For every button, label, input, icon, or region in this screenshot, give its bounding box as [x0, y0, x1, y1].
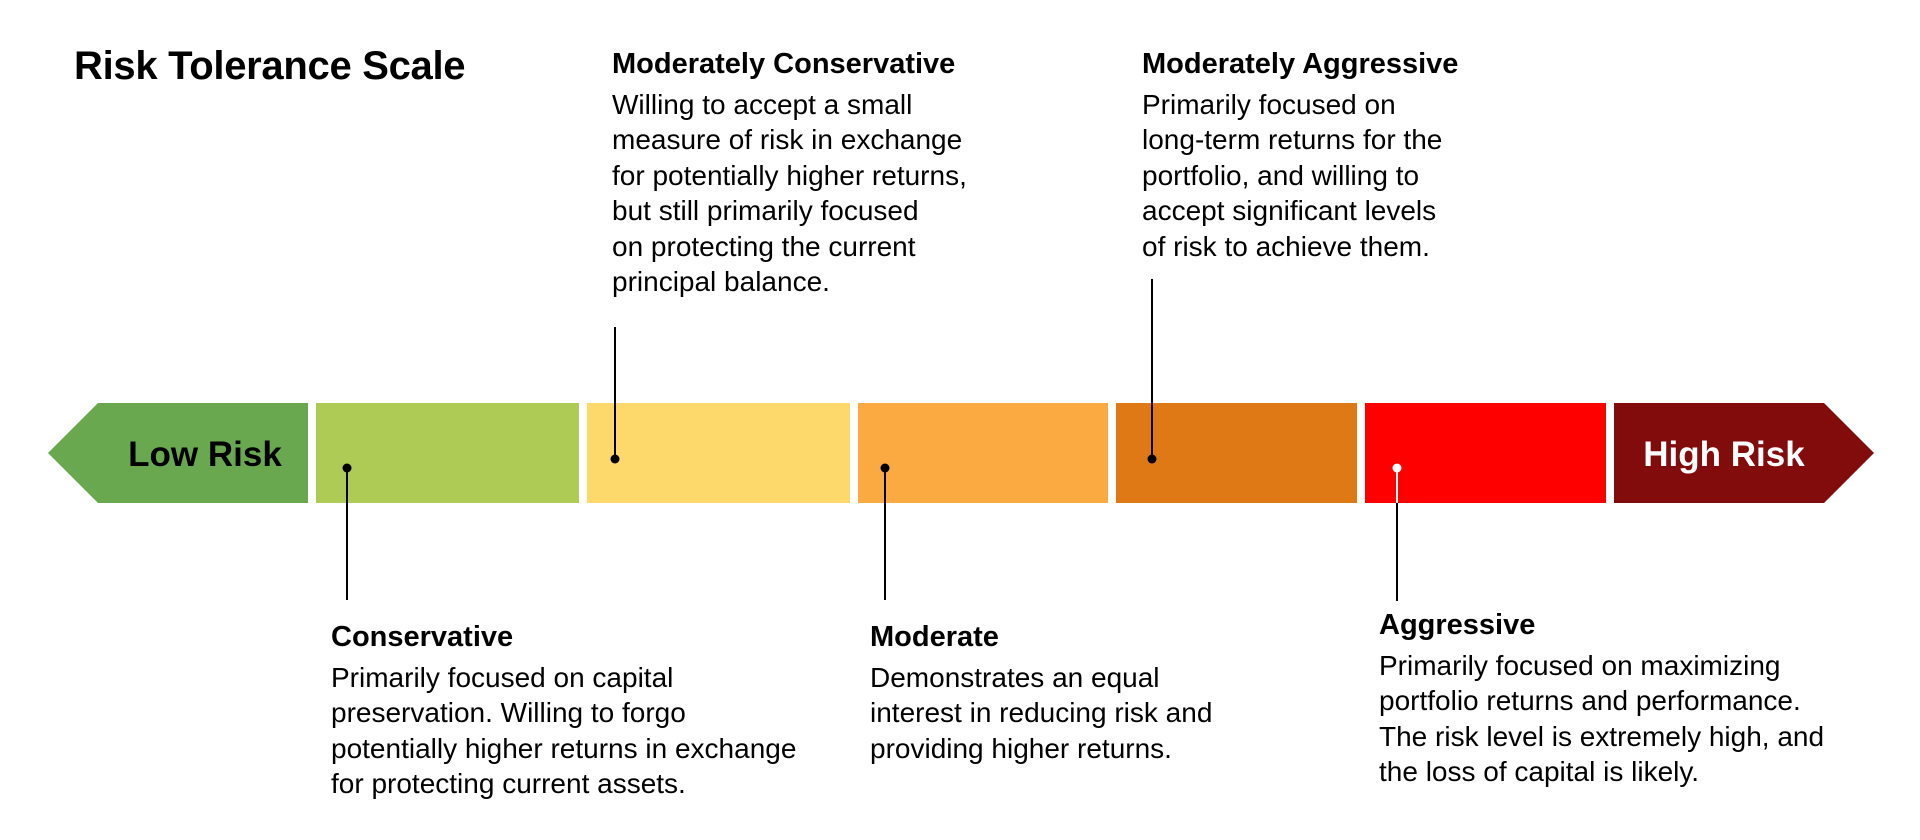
marker-moderately-aggressive: [1147, 454, 1157, 464]
segment-moderately-conservative: [587, 403, 850, 503]
level-moderately-aggressive: Moderately Aggressive Primarily focused …: [1142, 47, 1662, 264]
level-description: Demonstrates an equal interest in reduci…: [870, 661, 1213, 764]
level-heading: Moderately Aggressive: [1142, 48, 1459, 80]
level-description: Willing to accept a small measure of ris…: [612, 88, 967, 298]
level-heading: Conservative: [331, 621, 514, 653]
marker-aggressive: [1392, 463, 1402, 473]
level-heading: Aggressive: [1379, 609, 1536, 641]
level-moderately-conservative: Moderately Conservative Willing to accep…: [612, 47, 1132, 300]
level-heading: Moderate: [870, 621, 999, 653]
marker-moderate: [880, 463, 890, 473]
level-moderate: Moderate Demonstrates an equal interest …: [870, 620, 1390, 766]
level-description: Primarily focused on maximizing portfoli…: [1379, 649, 1825, 788]
low-risk-label: Low Risk: [128, 435, 282, 474]
page-title: Risk Tolerance Scale: [74, 44, 466, 88]
high-risk-label: High Risk: [1643, 435, 1805, 474]
marker-conservative: [342, 463, 352, 473]
segment-high-risk: [1614, 403, 1874, 503]
marker-moderately-conservative: [610, 454, 620, 464]
level-heading: Moderately Conservative: [612, 48, 956, 80]
segment-moderate: [858, 403, 1108, 503]
level-conservative: Conservative Primarily focused on capita…: [331, 620, 851, 802]
segment-conservative: [316, 403, 579, 503]
segment-aggressive: [1365, 403, 1606, 503]
level-description: Primarily focused on capital preservatio…: [331, 661, 797, 800]
level-aggressive: Aggressive Primarily focused on maximizi…: [1379, 608, 1899, 790]
segment-moderately-aggressive: [1116, 403, 1357, 503]
level-description: Primarily focused on long-term returns f…: [1142, 88, 1443, 262]
segment-low-risk: [48, 403, 308, 503]
